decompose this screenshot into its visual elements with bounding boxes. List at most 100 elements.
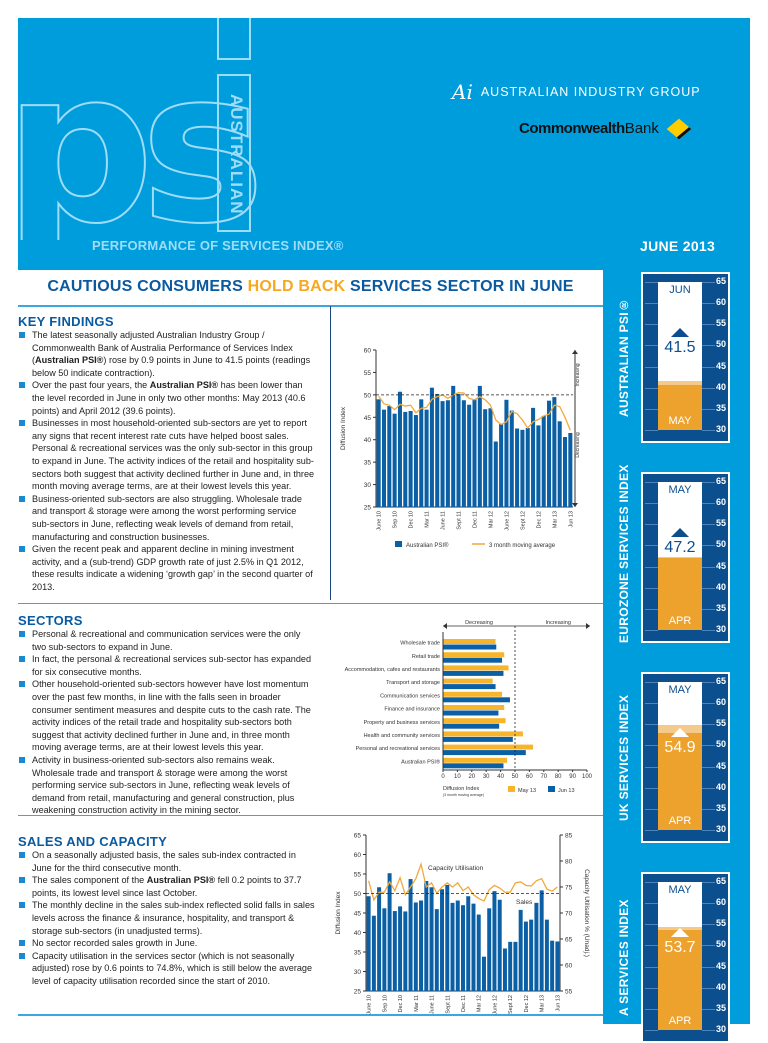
- x-tick-label: June 11: [430, 995, 436, 1014]
- legend-label-jun: Jun 13: [558, 788, 575, 794]
- bullet-text: Businesses in most household-oriented su…: [32, 418, 315, 492]
- scale-mark: [702, 787, 715, 789]
- scale-mark: [645, 1008, 658, 1010]
- scale-label: 50: [715, 939, 726, 950]
- scale-mark: [702, 282, 715, 283]
- bullet-item: Businesses in most household-oriented su…: [18, 417, 316, 493]
- x-tick-label: Sep 10: [393, 511, 399, 528]
- scale-mark: [702, 945, 715, 947]
- bar: [513, 941, 518, 991]
- arrow-up-icon: [671, 328, 689, 337]
- sectors-chart: Decreasing Increasing Wholesale trade Retai…: [345, 620, 593, 797]
- bar: [397, 391, 402, 507]
- arrow-up-icon: [671, 528, 689, 537]
- bullet-text: fell 0.2 points to 37.7 points, its lowe…: [32, 875, 302, 898]
- bar: [488, 408, 493, 507]
- y-tick-label: 50: [364, 392, 372, 399]
- sectors-title: SECTORS: [18, 613, 83, 628]
- scale-label: 30: [715, 424, 726, 434]
- scale-label: 30: [715, 1024, 726, 1034]
- y2-tick-label: 85: [565, 833, 573, 840]
- bullet-text: Business-oriented sub-sectors are also s…: [32, 493, 302, 542]
- category-label: Transport and storage: [386, 680, 440, 686]
- scale-mark: [645, 966, 658, 968]
- bar: [392, 911, 397, 991]
- y-axis-label: Diffusion Index: [335, 891, 342, 935]
- bar-may-13: [443, 678, 493, 684]
- bullet-text: Given the recent peak and apparent decli…: [32, 544, 313, 592]
- bullet-text: Other household-oriented sub-sectors how…: [32, 679, 311, 753]
- x-tick-label: Mar 11: [414, 995, 420, 1012]
- bar-jun-13: [443, 710, 499, 716]
- y2-tick-label: 75: [565, 885, 573, 892]
- y-tick-label: 55: [354, 872, 362, 879]
- x-tick-label: Mar 12: [477, 995, 483, 1012]
- x-tick-label: 0: [441, 774, 445, 780]
- bar-jun-13: [443, 723, 500, 729]
- x-tick-label: Sep 10: [382, 995, 388, 1012]
- bar: [440, 401, 445, 507]
- x-tick-label: Mar 12: [488, 511, 494, 528]
- bar: [493, 441, 498, 507]
- moving-average-line: [367, 861, 558, 902]
- gauge-title: EUROZONE SERVICES INDEX: [617, 464, 631, 643]
- increasing-label: Increasing: [575, 363, 581, 386]
- bar: [429, 387, 434, 507]
- scale-label: 60: [715, 697, 726, 708]
- psi-chart: 25 30 35 40 45 50 55 60 Diffusion Index June 10 Se…: [340, 348, 581, 550]
- x-tick-label: 60: [526, 774, 533, 780]
- bullet-text: Capacity utilisation in the services sec…: [32, 950, 313, 986]
- scale-mark: [702, 924, 715, 926]
- scale-mark: [645, 830, 658, 831]
- scale-mark: [702, 608, 715, 610]
- bullet-item: Over the past four years, the Australian…: [18, 379, 316, 417]
- gauge-current-label: MAY: [668, 484, 692, 496]
- bar: [451, 385, 456, 507]
- x-tick-label: Dec 12: [524, 995, 530, 1012]
- scale-mark: [645, 745, 658, 747]
- category-label: Retail trade: [412, 654, 440, 660]
- scale-mark: [702, 345, 715, 347]
- bar-jun-13: [443, 684, 496, 690]
- category-label: Australian PSI®: [401, 758, 440, 765]
- bar: [509, 410, 514, 507]
- sales-title: SALES AND CAPACITY: [18, 834, 168, 849]
- scale-mark: [702, 724, 715, 726]
- scale-mark: [702, 503, 715, 505]
- x-tick-label: Mar 11: [425, 511, 431, 528]
- bar: [502, 948, 507, 991]
- x-tick-label: June 12: [492, 995, 498, 1015]
- scale-mark: [702, 703, 715, 705]
- legend-swatch-may: [508, 786, 515, 792]
- bullet-text: No sector recorded sales growth in June.: [32, 938, 198, 949]
- legend-swatch-jun: [548, 786, 555, 792]
- bar: [419, 399, 424, 507]
- bar-may-13: [443, 652, 505, 658]
- bar-may-13: [443, 731, 523, 737]
- bar: [456, 393, 461, 507]
- legend-swatch-psi: [395, 541, 402, 547]
- x-tick-label: Sept 11: [445, 995, 451, 1014]
- gauge-column: MAY 54.9 APR: [658, 682, 702, 830]
- bullet-text: The monthly decline in the sales sub-ind…: [32, 900, 315, 936]
- bar: [387, 873, 392, 991]
- x-tick-label: Jun 13: [555, 995, 561, 1012]
- scale-mark: [702, 987, 715, 989]
- moving-average-line: [378, 391, 571, 431]
- bar: [518, 909, 523, 991]
- x-axis-label: Diffusion Index: [443, 786, 480, 792]
- scale-mark: [702, 303, 715, 305]
- scale-mark: [645, 924, 658, 926]
- bar-may-13: [443, 705, 505, 710]
- scale-label: 55: [715, 918, 726, 929]
- gauge: 30 35 40 45 50 55 60 65 JUN 41.5 MAY: [641, 272, 730, 443]
- scale-label: 50: [715, 739, 726, 750]
- headline-divider: [18, 305, 603, 307]
- bullet-item: In fact, the personal & recreational ser…: [18, 653, 316, 678]
- bar: [467, 404, 472, 507]
- gauge-current-label: MAY: [668, 884, 692, 896]
- bar: [403, 411, 408, 507]
- bold-text: Australian PSI®: [35, 355, 104, 366]
- scale-mark: [645, 566, 658, 568]
- sectors-list: Personal & recreational and communicatio…: [18, 628, 316, 817]
